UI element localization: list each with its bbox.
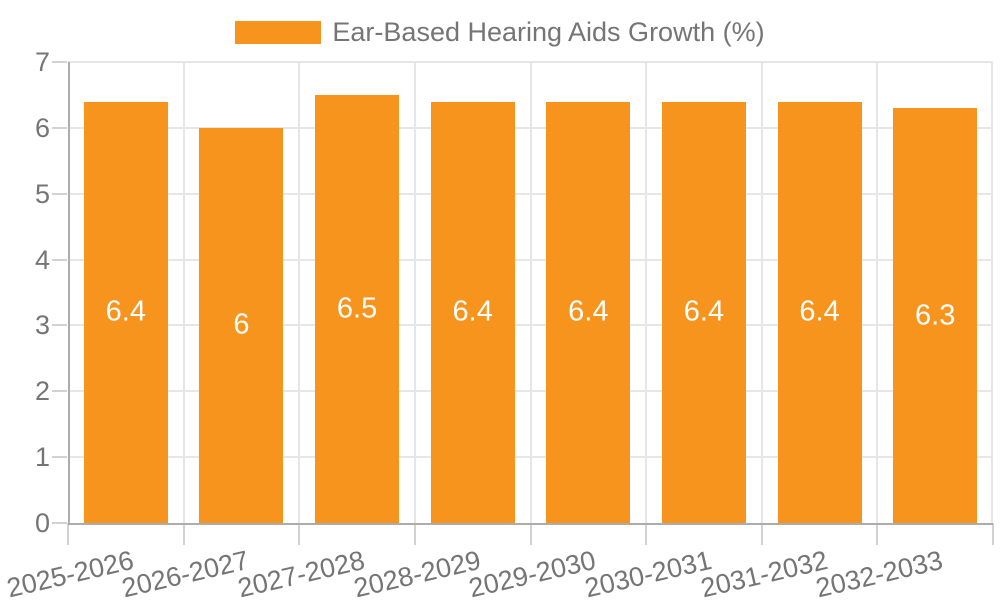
bar-value-label: 6.4: [683, 295, 725, 328]
bar-value-label: 6.4: [799, 295, 840, 328]
bar: 6.4: [777, 101, 862, 523]
y-axis-tick-label: 6: [34, 112, 50, 143]
gridline-vertical: [876, 62, 879, 523]
y-axis-tick-label: 5: [34, 178, 50, 209]
y-axis-tick-label: 0: [34, 508, 50, 538]
y-axis-tick-label: 3: [34, 310, 50, 341]
gridline-vertical: [413, 62, 416, 523]
bar: 6.4: [546, 101, 631, 523]
bar: 6.4: [430, 101, 515, 523]
gridline-vertical: [298, 62, 301, 523]
x-axis-tick: [529, 523, 532, 545]
bar-value-label: 6.5: [336, 292, 378, 325]
x-axis-tick: [876, 523, 879, 545]
y-axis-tick: [52, 126, 67, 129]
gridline-vertical: [760, 62, 763, 523]
bar-value-label: 6.4: [568, 295, 609, 328]
bar: 6.4: [83, 101, 168, 523]
x-axis-tick: [67, 523, 69, 545]
bar: 6: [199, 127, 284, 523]
y-axis-tick: [52, 390, 67, 393]
y-axis-line: [68, 62, 70, 523]
y-axis-tick-label: 4: [34, 244, 50, 275]
y-axis-tick: [52, 522, 67, 524]
bar: 6.4: [661, 101, 746, 523]
x-axis-tick: [645, 523, 648, 545]
x-axis-tick: [992, 523, 994, 545]
y-axis-tick: [52, 61, 67, 63]
gridline-vertical: [182, 62, 185, 523]
bar: 6.3: [893, 108, 978, 523]
bar-value-label: 6.3: [915, 299, 956, 332]
gridline-vertical: [645, 62, 648, 523]
legend-swatch-icon: [235, 21, 322, 44]
x-axis-line: [68, 523, 993, 525]
y-axis-tick-label: 1: [34, 442, 50, 473]
legend[interactable]: Ear-Based Hearing Aids Growth (%): [0, 17, 1000, 48]
x-axis-tick: [760, 523, 763, 545]
x-axis-tick: [182, 523, 185, 545]
y-axis-tick: [52, 324, 67, 327]
x-axis-tick: [298, 523, 301, 545]
bar-value-label: 6.4: [105, 295, 146, 328]
x-axis-tick: [413, 523, 416, 545]
legend-label: Ear-Based Hearing Aids Growth (%): [332, 17, 765, 47]
y-axis-tick: [52, 258, 67, 261]
y-axis-tick: [52, 456, 67, 459]
bar-value-label: 6: [233, 308, 250, 341]
y-axis-tick-label: 7: [34, 47, 50, 77]
y-axis-tick: [52, 192, 67, 195]
y-axis-tick-label: 2: [34, 376, 50, 407]
bar-value-label: 6.4: [452, 295, 493, 328]
bar: 6.5: [315, 94, 400, 523]
gridline-vertical: [991, 62, 993, 523]
plot-area: 6.4 6 6.5 6.4 6.4 6.4 6.4 6.3: [68, 61, 993, 523]
gridline-vertical: [529, 62, 532, 523]
